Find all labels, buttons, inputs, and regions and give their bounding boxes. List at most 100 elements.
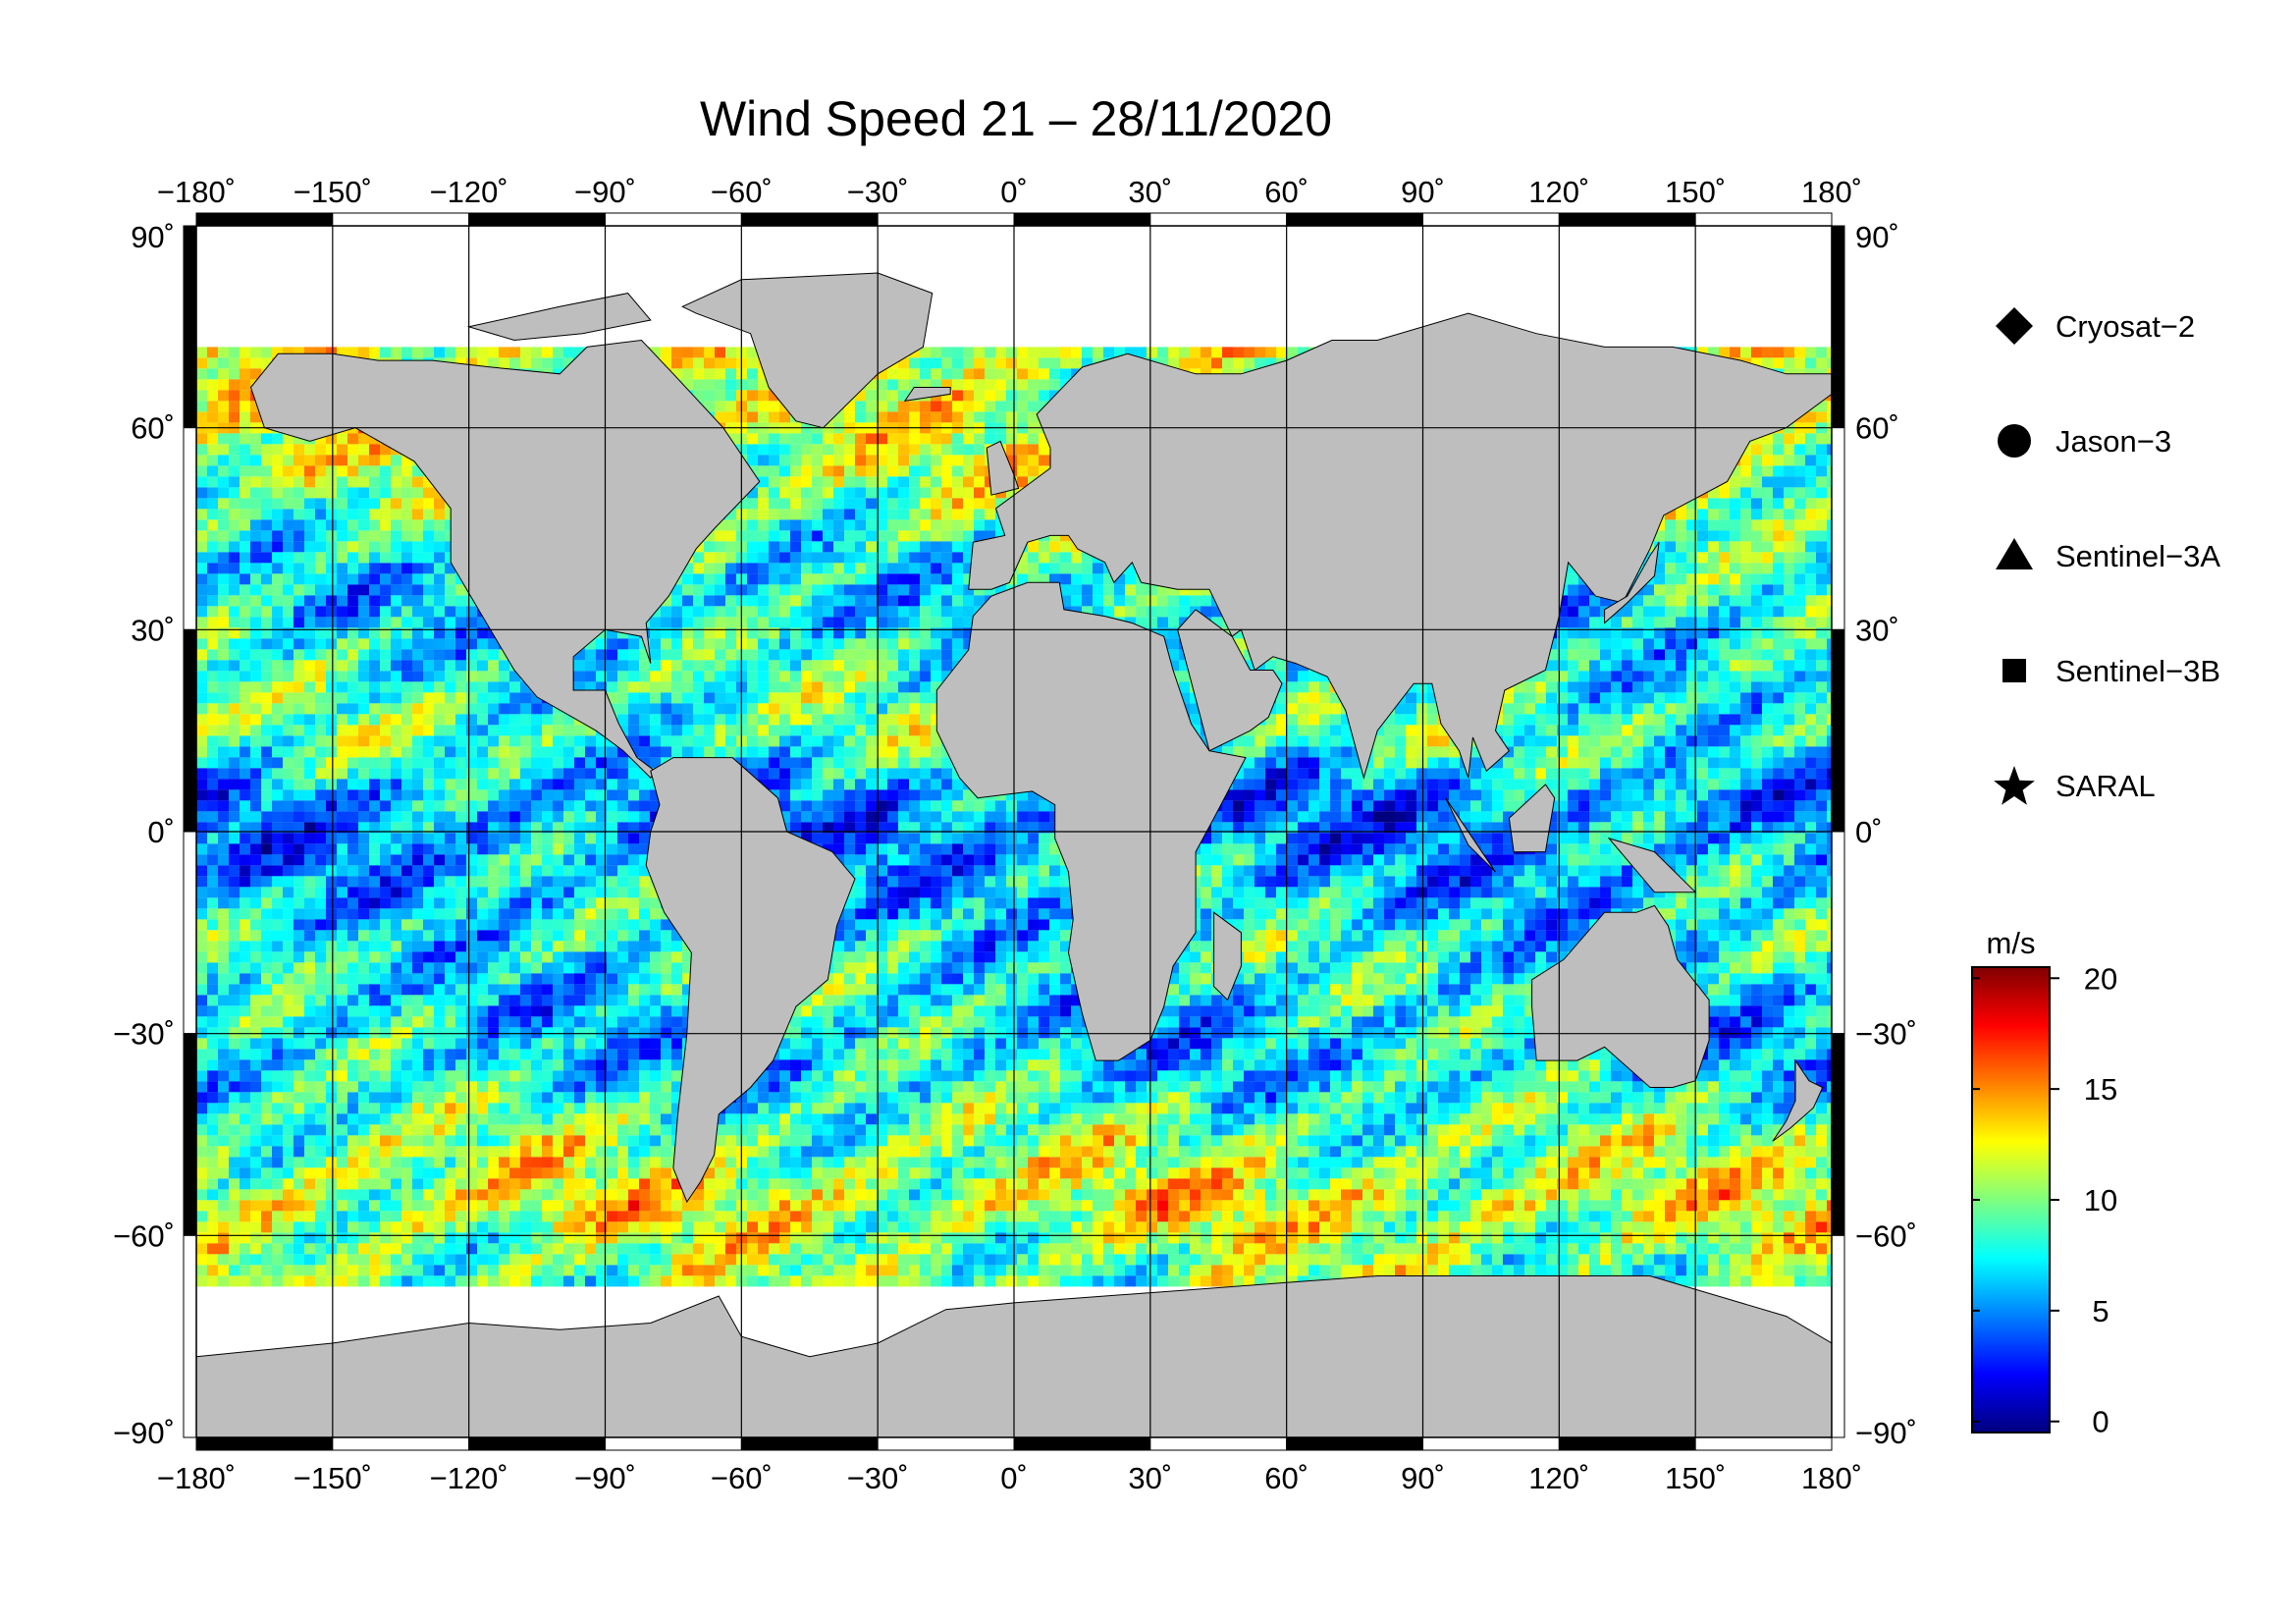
- lon-tick-label-top: 60˚: [1264, 175, 1308, 209]
- lon-tick-label-top: 90˚: [1401, 175, 1445, 209]
- frame-segment: [1422, 1436, 1560, 1451]
- land-mass: [1445, 797, 1496, 873]
- frame-segment: [1831, 225, 1845, 429]
- lon-tick-label-top: −30˚: [847, 175, 909, 209]
- frame-segment: [1558, 212, 1696, 227]
- map-plot-area: −180˚ −180˚ −150˚ −150˚ −120˚ −120˚ −90˚ −90˚ −6…: [113, 175, 1917, 1495]
- frame-segment: [183, 831, 197, 1035]
- lon-tick-label-top: −180˚: [157, 175, 236, 209]
- frame-segment: [195, 212, 334, 227]
- lat-tick-label-right: 60˚: [1855, 411, 1899, 446]
- lat-tick-label-left: 0˚: [147, 815, 175, 849]
- frame-segment: [1013, 1436, 1151, 1451]
- lon-tick-label-top: −150˚: [294, 175, 372, 209]
- lon-tick-label-bottom: 0˚: [1000, 1461, 1028, 1495]
- frame-segment: [468, 212, 606, 227]
- lon-tick-label-bottom: −60˚: [711, 1461, 773, 1495]
- lon-tick-label-top: 150˚: [1665, 175, 1726, 209]
- lon-tick-label-bottom: 90˚: [1401, 1461, 1445, 1495]
- legend-label: Sentinel−3B: [2056, 654, 2220, 688]
- frame-segment: [1831, 628, 1845, 833]
- axis-ticks: −180˚ −180˚ −150˚ −150˚ −120˚ −120˚ −90˚ −90˚ −6…: [113, 175, 1917, 1495]
- lat-tick-label-left: 90˚: [131, 220, 175, 254]
- map-frame: [183, 212, 1845, 1451]
- lat-tick-label-left: −90˚: [113, 1416, 175, 1450]
- lon-tick-label-bottom: 30˚: [1128, 1461, 1172, 1495]
- frame-segment: [1286, 1436, 1423, 1451]
- frame-segment: [1286, 212, 1423, 227]
- frame-segment: [183, 1234, 197, 1438]
- frame-segment: [183, 427, 197, 630]
- lon-tick-label-bottom: −120˚: [430, 1461, 508, 1495]
- frame-segment: [877, 212, 1015, 227]
- lat-tick-label-right: −30˚: [1855, 1017, 1917, 1052]
- lat-tick-label-left: 30˚: [131, 613, 175, 647]
- colorbar-tick-label: 10: [2084, 1183, 2117, 1217]
- land-mass: [968, 312, 1832, 781]
- lon-tick-label-top: −90˚: [574, 175, 636, 209]
- land-mass: [1508, 784, 1556, 853]
- lon-tick-label-bottom: −30˚: [847, 1461, 909, 1495]
- land-mass: [1213, 911, 1242, 1001]
- lon-tick-label-bottom: 180˚: [1801, 1461, 1862, 1495]
- star-icon: [1994, 766, 2035, 805]
- frame-segment: [1831, 1234, 1845, 1438]
- colorbar-tick-label: 20: [2084, 961, 2117, 996]
- lat-tick-label-left: 60˚: [131, 411, 175, 446]
- legend-label: Jason−3: [2056, 424, 2171, 459]
- frame-segment: [183, 1033, 197, 1236]
- frame-segment: [332, 1436, 470, 1451]
- frame-segment: [740, 212, 879, 227]
- frame-segment: [1831, 427, 1845, 630]
- lon-tick-label-top: 0˚: [1000, 175, 1028, 209]
- frame-segment: [1558, 1436, 1696, 1451]
- lat-tick-label-right: 30˚: [1855, 613, 1899, 647]
- legend-label: Cryosat−2: [2056, 309, 2195, 344]
- frame-segment: [332, 212, 470, 227]
- frame-segment: [1831, 1033, 1845, 1236]
- lat-tick-label-left: −30˚: [113, 1017, 175, 1052]
- satellite-legend: Cryosat−2 Jason−3 Sentinel−3A Sentinel−3B SA…: [1994, 307, 2220, 805]
- colorbar-tick-label: 5: [2092, 1294, 2109, 1328]
- frame-segment: [195, 1436, 334, 1451]
- lon-tick-label-bottom: 150˚: [1665, 1461, 1726, 1495]
- frame-segment: [183, 628, 197, 833]
- colorbar-unit: m/s: [1987, 926, 2036, 960]
- legend-label: SARAL: [2056, 769, 2156, 803]
- frame-segment: [1422, 212, 1560, 227]
- land-mass: [1177, 609, 1283, 752]
- land-mass: [903, 387, 951, 402]
- colorbar-tick-label: 15: [2084, 1072, 2117, 1107]
- frame-segment: [468, 1436, 606, 1451]
- square-icon: [2002, 659, 2026, 682]
- land-mass: [249, 339, 761, 779]
- frame-segment: [1013, 212, 1151, 227]
- map-title: Wind Speed 21 – 28/11/2020: [699, 91, 1333, 146]
- lon-tick-label-bottom: −180˚: [157, 1461, 236, 1495]
- frame-segment: [1831, 831, 1845, 1035]
- lon-tick-label-top: −120˚: [430, 175, 508, 209]
- frame-segment: [605, 212, 742, 227]
- colorbar-tick-label: 0: [2092, 1405, 2109, 1439]
- land-mass: [1604, 541, 1660, 624]
- triangle-icon: [1996, 538, 2033, 569]
- frame-segment: [605, 1436, 742, 1451]
- frame-segment: [877, 1436, 1015, 1451]
- colorbar: m/s 20 15 10 5 0: [1971, 926, 2117, 1439]
- lon-tick-label-top: −60˚: [711, 175, 773, 209]
- lon-tick-label-bottom: −90˚: [574, 1461, 636, 1495]
- legend-label: Sentinel−3A: [2056, 539, 2220, 573]
- frame-segment: [1694, 1436, 1833, 1451]
- lon-tick-label-bottom: −150˚: [294, 1461, 372, 1495]
- frame-segment: [183, 225, 197, 429]
- lat-tick-label-right: 0˚: [1855, 815, 1883, 849]
- lon-tick-label-top: 180˚: [1801, 175, 1862, 209]
- frame-segment: [1694, 212, 1833, 227]
- colorbar-gradient: [1971, 966, 2051, 1434]
- lon-tick-label-bottom: 120˚: [1528, 1461, 1589, 1495]
- lon-tick-label-top: 30˚: [1128, 175, 1172, 209]
- lat-tick-label-right: −60˚: [1855, 1218, 1917, 1253]
- land-mass: [1531, 904, 1710, 1088]
- lat-tick-label-left: −60˚: [113, 1218, 175, 1253]
- lon-tick-label-bottom: 60˚: [1264, 1461, 1308, 1495]
